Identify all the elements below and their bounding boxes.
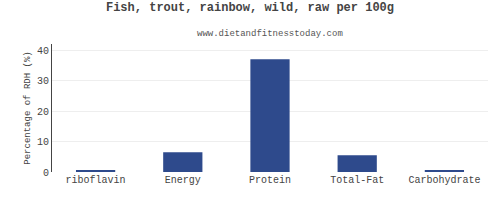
- svg-text:Percentage of RDH (%): Percentage of RDH (%): [23, 51, 33, 164]
- svg-text:Total-Fat: Total-Fat: [330, 175, 384, 186]
- svg-text:20: 20: [37, 107, 49, 118]
- svg-text:30: 30: [37, 76, 49, 87]
- svg-text:40: 40: [37, 46, 49, 57]
- svg-text:riboflavin: riboflavin: [66, 175, 126, 186]
- svg-text:0: 0: [43, 168, 49, 179]
- svg-text:Fish, trout, rainbow, wild, ra: Fish, trout, rainbow, wild, raw per 100g: [106, 1, 394, 15]
- svg-text:10: 10: [37, 137, 49, 148]
- svg-text:Energy: Energy: [165, 175, 201, 186]
- svg-text:www.dietandfitnesstoday.com: www.dietandfitnesstoday.com: [197, 29, 343, 39]
- svg-text:Protein: Protein: [249, 175, 291, 186]
- svg-text:Carbohydrate: Carbohydrate: [408, 175, 480, 186]
